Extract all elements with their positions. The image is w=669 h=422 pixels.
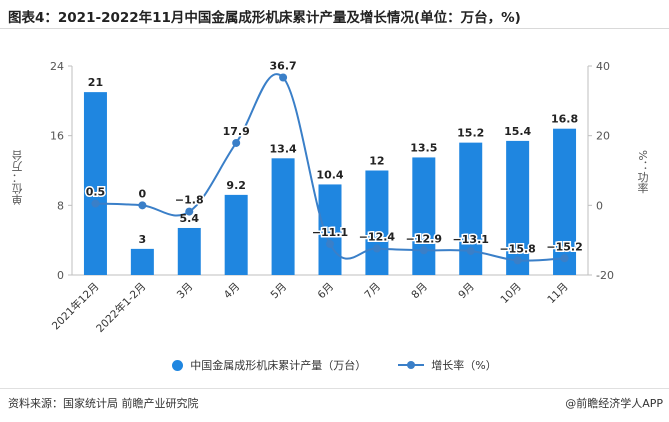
bar-value-label: 10.4 <box>316 168 343 181</box>
bar-value-label: 16.8 <box>551 113 578 126</box>
legend: 中国金属成形机床累计产量（万台） 增长率（%） <box>0 357 669 373</box>
growth-value-label: −13.1 <box>453 233 489 246</box>
legend-item-growth: 增长率（%） <box>398 357 497 373</box>
category-tick-label: 7月 <box>362 281 383 302</box>
bar-value-label: 15.4 <box>504 125 531 138</box>
bar <box>224 194 248 275</box>
growth-point <box>185 207 194 216</box>
right-tick-label: 40 <box>596 60 610 73</box>
growth-value-label: −1.8 <box>175 194 204 207</box>
growth-point <box>232 138 241 147</box>
category-tick-label: 6月 <box>315 281 336 302</box>
growth-point <box>91 199 100 208</box>
left-tick-label: 8 <box>57 199 64 212</box>
title-divider <box>0 28 669 29</box>
bar-value-label: 12 <box>369 155 384 168</box>
growth-value-label: 0.5 <box>86 186 106 199</box>
right-axis-title: %：功率 <box>636 150 649 194</box>
growth-value-label: −15.8 <box>499 242 535 255</box>
left-tick-label: 16 <box>50 130 64 143</box>
bar <box>177 227 201 275</box>
growth-value-label: −12.9 <box>406 232 442 245</box>
bar <box>365 170 389 275</box>
bar-value-label: 13.4 <box>270 142 297 155</box>
growth-point <box>138 201 147 210</box>
right-tick-label: -20 <box>596 269 614 282</box>
growth-value-label: −15.2 <box>546 240 582 253</box>
bar <box>271 158 295 275</box>
bar-value-label: 5.4 <box>180 212 200 225</box>
category-tick-label: 8月 <box>409 281 430 302</box>
footer-divider <box>0 388 669 389</box>
growth-point <box>419 246 428 255</box>
growth-value-label: 0 <box>139 187 147 200</box>
bar <box>412 157 436 275</box>
category-tick-label: 9月 <box>456 281 477 302</box>
right-tick-label: 20 <box>596 130 610 143</box>
right-tick-label: 0 <box>596 199 603 212</box>
legend-line-icon <box>398 361 425 369</box>
growth-point <box>560 254 569 263</box>
bar <box>506 140 530 275</box>
category-tick-label: 2022年1-2月 <box>93 280 148 335</box>
brand-credit: @前瞻经济学人APP <box>565 397 663 410</box>
legend-item-output: 中国金属成形机床累计产量（万台） <box>172 357 366 373</box>
category-tick-label: 11月 <box>545 281 570 306</box>
bar-value-label: 21 <box>88 76 103 89</box>
category-tick-label: 5月 <box>269 281 290 302</box>
growth-point <box>513 256 522 265</box>
left-tick-label: 0 <box>57 269 64 282</box>
category-tick-label: 3月 <box>175 281 196 302</box>
legend-label-output: 中国金属成形机床累计产量（万台） <box>190 359 367 372</box>
bar <box>130 248 154 275</box>
growth-point <box>466 246 475 255</box>
chart-title: 图表4：2021-2022年11月中国金属成形机床累计产量及增长情况(单位：万台… <box>8 10 521 26</box>
legend-bar-icon <box>172 359 184 371</box>
growth-point <box>372 244 381 253</box>
bar <box>83 92 107 275</box>
source-note: 资料来源：国家统计局 前瞻产业研究院 <box>8 397 199 410</box>
category-tick-label: 4月 <box>222 281 243 302</box>
growth-value-label: 36.7 <box>270 59 297 72</box>
left-axis-title: 单位：万台 <box>11 150 24 205</box>
bar-value-label: 3 <box>139 233 147 246</box>
growth-value-label: −11.1 <box>312 226 348 239</box>
growth-point <box>279 73 288 82</box>
growth-value-label: 17.9 <box>223 125 250 138</box>
left-tick-label: 24 <box>50 60 64 73</box>
growth-value-label: −12.4 <box>359 231 396 244</box>
bar-value-label: 9.2 <box>226 179 246 192</box>
bar <box>553 128 577 275</box>
bar <box>459 142 483 275</box>
legend-label-growth: 增长率（%） <box>431 359 497 372</box>
category-tick-label: 2021年12月 <box>49 280 101 332</box>
bar-value-label: 13.5 <box>410 141 437 154</box>
growth-point <box>326 239 334 248</box>
category-tick-label: 10月 <box>498 281 523 306</box>
bar-value-label: 15.2 <box>457 127 484 140</box>
